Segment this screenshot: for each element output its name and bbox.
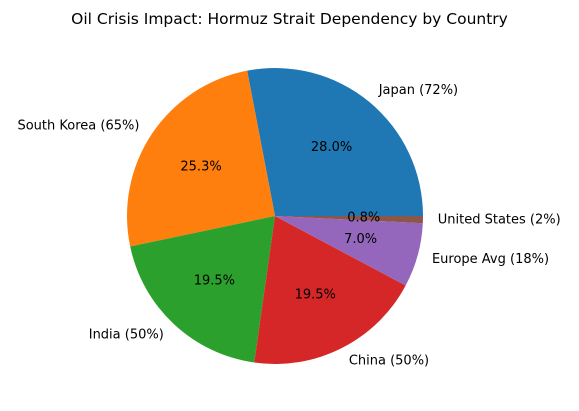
slice-label: United States (2%) <box>438 212 561 227</box>
pie-slice <box>126 70 275 247</box>
slice-percent-label: 28.0% <box>311 140 352 155</box>
slice-label: Europe Avg (18%) <box>432 252 549 267</box>
slice-percent-label: 19.5% <box>194 273 235 288</box>
chart-title: Oil Crisis Impact: Hormuz Strait Depende… <box>71 10 508 28</box>
slice-percent-labels: 28.0% 25.3% 19.5% 19.5% 7.0% 0.8% <box>180 140 380 303</box>
slice-percent-label: 25.3% <box>180 159 221 174</box>
pie-slice <box>254 216 406 365</box>
slice-label: Japan (72%) <box>378 83 458 98</box>
pie-slice <box>275 216 423 286</box>
slice-label: India (50%) <box>89 327 164 342</box>
slice-label: South Korea (65%) <box>17 118 139 133</box>
pie-slice <box>275 216 423 224</box>
pie-slice <box>247 68 423 216</box>
slice-percent-label: 0.8% <box>347 211 380 226</box>
slice-percent-label: 7.0% <box>344 232 377 247</box>
slice-labels: Japan (72%) South Korea (65%) India (50%) C… <box>17 83 560 369</box>
slice-label: China (50%) <box>349 354 429 369</box>
slice-percent-label: 19.5% <box>295 288 336 303</box>
pie-slices <box>126 68 423 365</box>
pie-slice <box>130 216 275 363</box>
